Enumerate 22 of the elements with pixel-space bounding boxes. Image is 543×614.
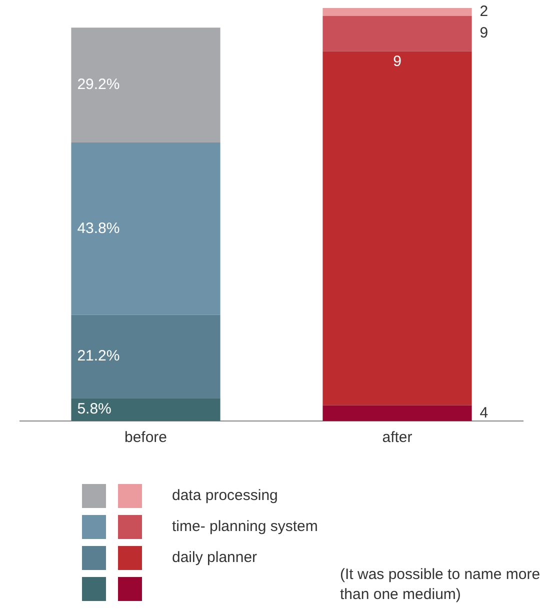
data-label: 4 <box>480 404 488 422</box>
bar <box>322 51 472 406</box>
bar <box>322 8 472 16</box>
bar <box>322 405 472 421</box>
bar <box>71 28 220 143</box>
bar <box>322 16 472 52</box>
x-tick-label: after <box>382 429 412 446</box>
x-tick-label: before <box>124 429 168 446</box>
data-label: 21.2% <box>77 348 120 365</box>
legend-label: data processing <box>172 487 278 504</box>
data-label: 2 <box>480 3 488 20</box>
legend-label: daily planner <box>172 549 258 566</box>
bar <box>71 398 220 421</box>
bar <box>71 314 220 398</box>
bar <box>71 142 220 315</box>
annotation: 9 <box>393 52 402 70</box>
legend-label: time- planning system <box>172 518 318 535</box>
data-label: 5.8% <box>77 400 112 418</box>
data-label: 9 <box>480 24 488 42</box>
data-label: 29.2% <box>77 76 120 94</box>
text: (It was possible to name more than one medium) <box>340 565 542 605</box>
data-label: 43.8% <box>77 220 120 237</box>
